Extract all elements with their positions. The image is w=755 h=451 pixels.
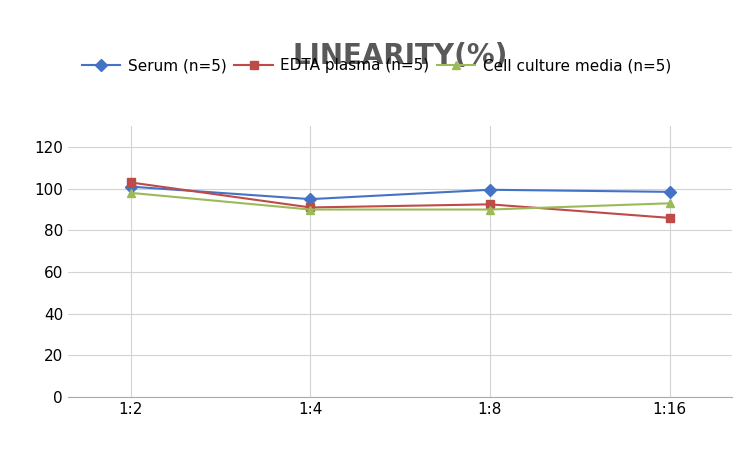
Serum (n=5)	[126, 184, 135, 189]
Serum (n=5)	[485, 187, 495, 193]
Serum (n=5)	[306, 197, 315, 202]
Line: Cell culture media (n=5): Cell culture media (n=5)	[127, 189, 673, 214]
Line: Serum (n=5): Serum (n=5)	[127, 183, 673, 203]
Legend: Serum (n=5), EDTA plasma (n=5), Cell culture media (n=5): Serum (n=5), EDTA plasma (n=5), Cell cul…	[82, 58, 671, 73]
EDTA plasma (n=5)	[306, 205, 315, 210]
EDTA plasma (n=5)	[485, 202, 495, 207]
EDTA plasma (n=5)	[665, 215, 674, 221]
Cell culture media (n=5)	[485, 207, 495, 212]
Line: EDTA plasma (n=5): EDTA plasma (n=5)	[127, 178, 673, 222]
Cell culture media (n=5)	[126, 190, 135, 196]
EDTA plasma (n=5)	[126, 180, 135, 185]
Cell culture media (n=5)	[306, 207, 315, 212]
Serum (n=5)	[665, 189, 674, 194]
Title: LINEARITY(%): LINEARITY(%)	[292, 42, 508, 70]
Cell culture media (n=5)	[665, 201, 674, 206]
